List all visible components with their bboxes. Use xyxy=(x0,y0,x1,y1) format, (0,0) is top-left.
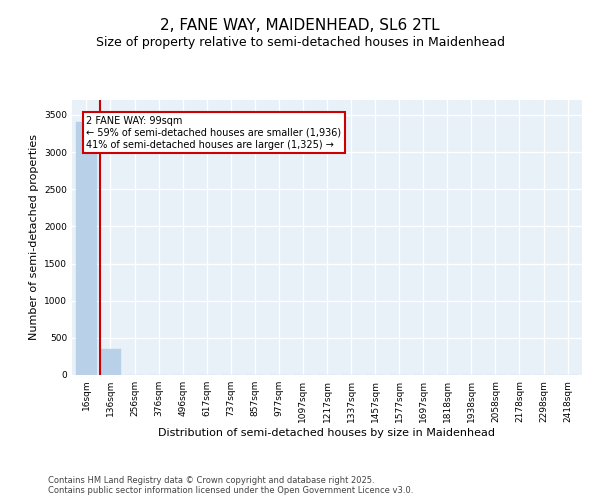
Y-axis label: Number of semi-detached properties: Number of semi-detached properties xyxy=(29,134,38,340)
Text: Size of property relative to semi-detached houses in Maidenhead: Size of property relative to semi-detach… xyxy=(95,36,505,49)
Bar xyxy=(76,122,97,375)
Text: 2, FANE WAY, MAIDENHEAD, SL6 2TL: 2, FANE WAY, MAIDENHEAD, SL6 2TL xyxy=(160,18,440,32)
Text: Contains HM Land Registry data © Crown copyright and database right 2025.
Contai: Contains HM Land Registry data © Crown c… xyxy=(48,476,413,495)
Bar xyxy=(100,349,121,375)
Text: 2 FANE WAY: 99sqm
← 59% of semi-detached houses are smaller (1,936)
41% of semi-: 2 FANE WAY: 99sqm ← 59% of semi-detached… xyxy=(86,116,341,150)
X-axis label: Distribution of semi-detached houses by size in Maidenhead: Distribution of semi-detached houses by … xyxy=(158,428,496,438)
